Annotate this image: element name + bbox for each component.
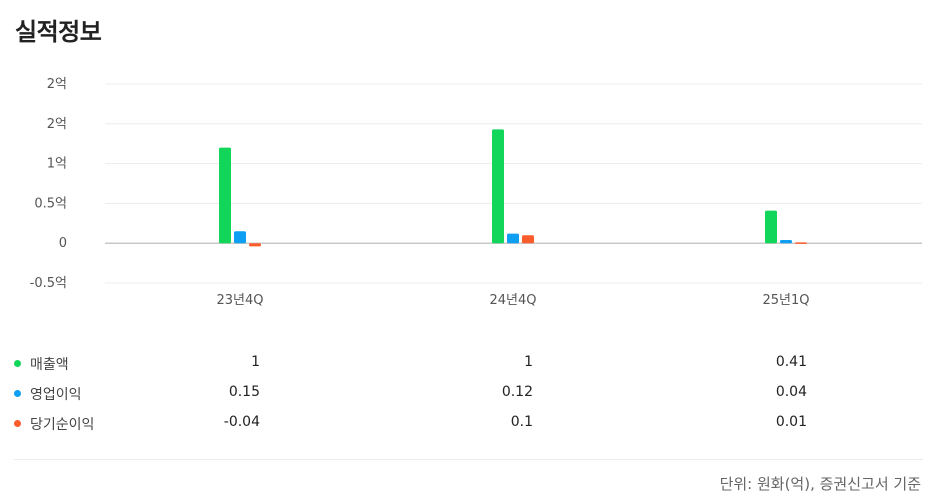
unit-footnote: 단위: 원화(억), 증권신고서 기준 <box>719 475 921 493</box>
x-category-label: 23년4Q <box>216 293 263 308</box>
legend-series-name: 매출액 <box>30 357 69 373</box>
bar-당기순이익-24년4Q <box>522 235 534 244</box>
y-tick-label: 0.5억 <box>34 196 67 211</box>
earnings-bar-chart: 2억 2억 1억 0.5억 0 -0.5억 23년4Q 24년4Q 25년1Q <box>30 77 922 308</box>
legend-dot-icon <box>14 360 21 367</box>
legend-row: 매출액 1 1 0.41 <box>14 354 854 374</box>
legend-series-name: 당기순이익 <box>30 417 95 433</box>
legend-series-name: 영업이익 <box>30 387 82 403</box>
y-tick-label: 1억 <box>47 157 67 172</box>
bar-매출액-23년4Q <box>219 147 231 244</box>
legend-value: 0.15 <box>228 384 260 400</box>
legend-value: 1 <box>524 354 533 370</box>
legend-row: 영업이익 0.15 0.12 0.04 <box>14 384 854 404</box>
divider <box>14 459 923 460</box>
bar-당기순이익-25년1Q <box>795 242 807 244</box>
legend-dot-icon <box>14 420 21 427</box>
bar-매출액-25년1Q <box>765 210 777 244</box>
legend-value: 0.12 <box>501 384 533 400</box>
y-tick-label: 0 <box>59 236 67 251</box>
bar-영업이익-25년1Q <box>780 240 792 244</box>
bar-매출액-24년4Q <box>492 129 504 244</box>
legend-row: 당기순이익 -0.04 0.1 0.01 <box>14 414 854 434</box>
x-category-label: 24년4Q <box>489 293 536 308</box>
legend-dot-icon <box>14 390 21 397</box>
y-tick-label: 2억 <box>47 77 67 92</box>
legend-value: 0.1 <box>510 414 533 430</box>
bar-영업이익-24년4Q <box>507 233 519 244</box>
legend-value: 0.04 <box>775 384 807 400</box>
bar-당기순이익-23년4Q <box>249 243 261 247</box>
legend-value: 1 <box>251 354 260 370</box>
legend-value: -0.04 <box>223 414 260 430</box>
legend-value: 0.01 <box>775 414 807 430</box>
legend-value: 0.41 <box>775 354 807 370</box>
x-category-label: 25년1Q <box>762 293 809 308</box>
bar-영업이익-23년4Q <box>234 231 246 244</box>
y-tick-label: 2억 <box>47 117 67 132</box>
y-tick-label: -0.5억 <box>30 276 67 291</box>
page-title: 실적정보 <box>15 18 102 46</box>
